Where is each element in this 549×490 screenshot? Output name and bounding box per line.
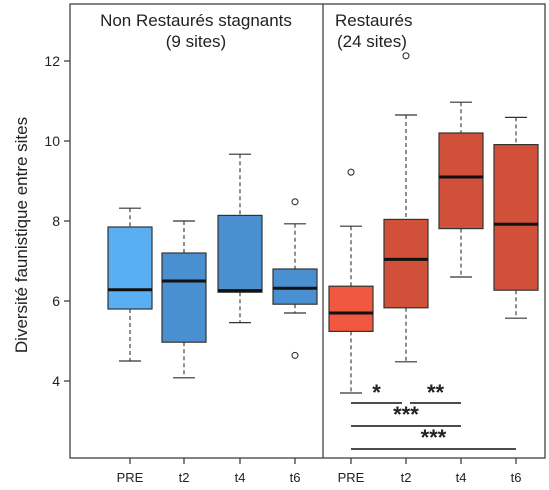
x-tick-label: PRE [338, 470, 365, 485]
x-tick-label: t6 [290, 470, 301, 485]
box-iqr [107, 226, 153, 310]
outlier-point [347, 168, 355, 176]
significance-label: *** [421, 425, 447, 450]
y-tick-label: 4 [52, 373, 60, 389]
box-series [107, 52, 539, 394]
panel-left-title-line2: (9 sites) [166, 32, 226, 51]
x-tick-label: t4 [456, 470, 467, 485]
box-iqr [493, 144, 539, 291]
x-tick-label: PRE [117, 470, 144, 485]
significance-label: ** [427, 380, 445, 405]
box-iqr [438, 132, 484, 230]
panel-right-title-line1: Restaurés [335, 11, 412, 30]
box-restaures-t2 [383, 52, 429, 363]
x-tick-label: t4 [235, 470, 246, 485]
y-axis-label: Diversité faunistique entre sites [12, 117, 31, 353]
significance-label: *** [393, 402, 419, 427]
box-iqr [217, 214, 263, 293]
y-tick-label: 12 [44, 53, 60, 69]
significance-annotations: * ******** [351, 380, 516, 450]
y-axis: 4 6 8 10 12 [44, 53, 70, 389]
significance-label: * [372, 380, 381, 405]
box-restaures-t6 [493, 116, 539, 319]
box-nonrestaures-t4 [217, 153, 263, 324]
box-iqr [161, 252, 207, 343]
y-tick-label: 8 [52, 213, 60, 229]
plot-frame [69, 3, 546, 459]
outlier-point [291, 351, 299, 359]
x-axis: PRE t2 t4 t6 PRE t2 t4 t6 [117, 458, 522, 485]
x-tick-label: t6 [511, 470, 522, 485]
box-nonrestaures-pre [107, 207, 153, 362]
box-restaures-pre [328, 168, 374, 394]
panel-right-title-line2: (24 sites) [337, 32, 407, 51]
outlier-point [402, 52, 410, 60]
panel-left-title-line1: Non Restaurés stagnants [100, 11, 292, 30]
y-tick-label: 6 [52, 293, 60, 309]
outlier-point [291, 198, 299, 206]
y-tick-label: 10 [44, 133, 60, 149]
box-restaures-t4 [438, 101, 484, 278]
box-iqr [272, 268, 318, 305]
box-iqr [328, 285, 374, 333]
box-nonrestaures-t2 [161, 220, 207, 379]
x-tick-label: t2 [401, 470, 412, 485]
x-tick-label: t2 [179, 470, 190, 485]
box-nonrestaures-t6 [272, 198, 318, 359]
box-iqr [383, 218, 429, 309]
